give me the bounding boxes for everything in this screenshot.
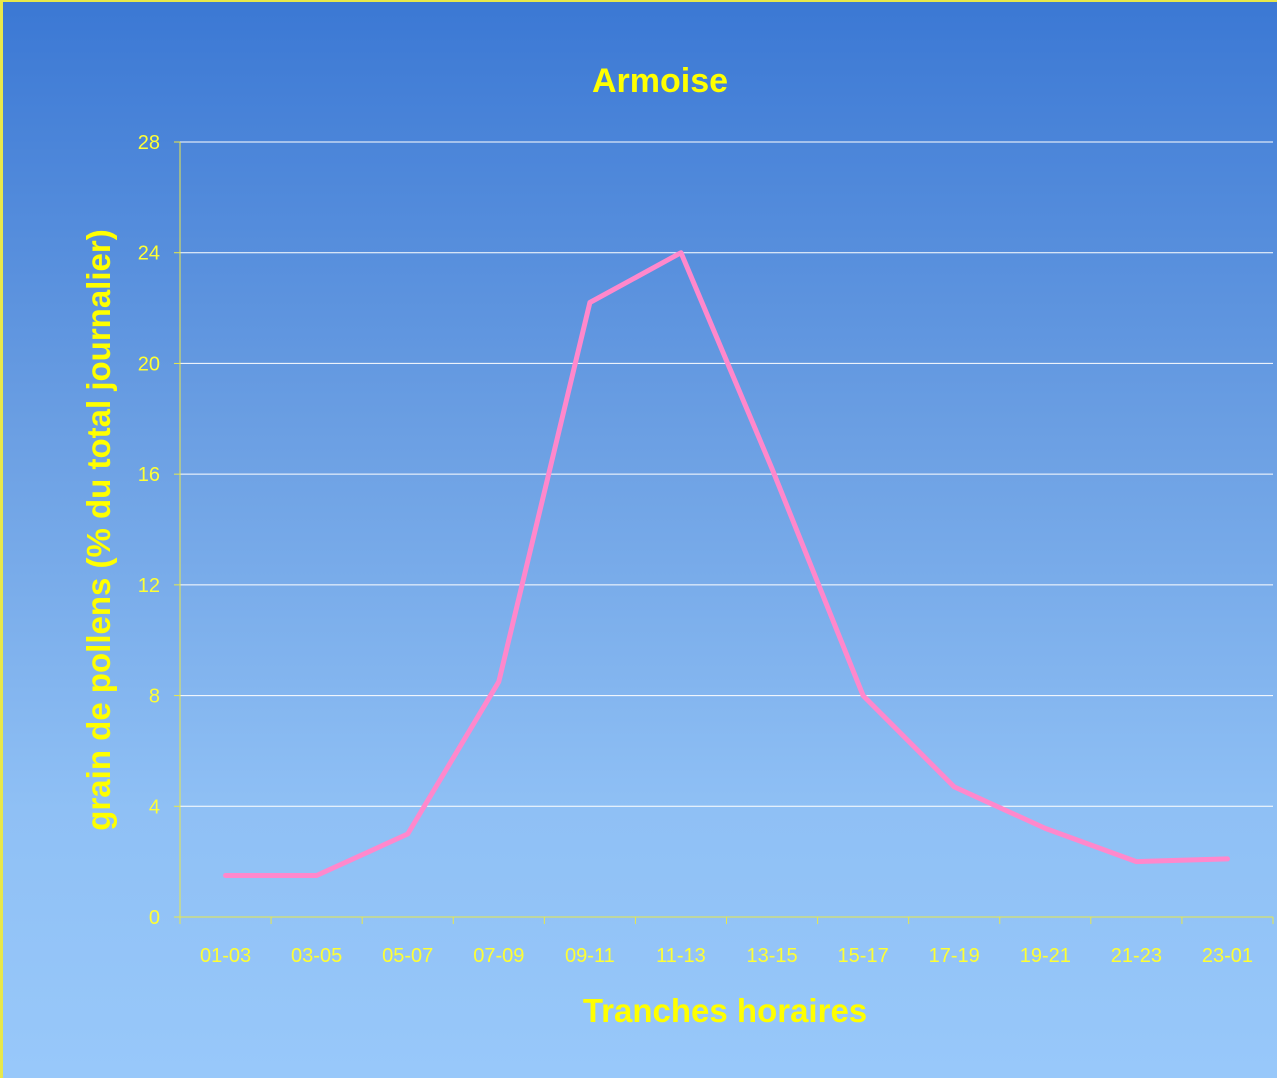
axes <box>174 141 1274 924</box>
x-tick-label: 23-01 <box>1202 945 1253 967</box>
x-axis-title: Tranches horaires <box>583 992 867 1029</box>
x-tick-label: 09-11 <box>565 945 615 967</box>
y-tick-label: 24 <box>138 243 160 265</box>
gridlines <box>180 141 1273 807</box>
series-line-0 <box>223 250 1230 878</box>
chart-title: Armoise <box>592 62 728 100</box>
y-tick-label: 12 <box>138 575 160 597</box>
y-tick-labels: 0 4 8 12 16 20 24 28 <box>138 132 160 929</box>
x-tick-labels: 01-03 03-05 05-07 07-09 09-11 11-13 13-15 15-17… <box>200 945 1253 967</box>
y-tick-label: 28 <box>138 132 160 154</box>
y-tick-label: 0 <box>149 907 160 929</box>
y-axis-title: grain de pollens (% du total journalier) <box>80 229 117 830</box>
y-tick-label: 16 <box>138 464 160 486</box>
y-tick-label: 8 <box>149 686 160 708</box>
x-tick-label: 07-09 <box>473 945 524 967</box>
x-tick-label: 15-17 <box>838 945 889 967</box>
x-tick-label: 05-07 <box>382 945 433 967</box>
y-tick-label: 20 <box>138 353 160 375</box>
x-tick-label: 13-15 <box>746 945 797 967</box>
x-tick-label: 21-23 <box>1111 945 1162 967</box>
x-tick-label: 11-13 <box>656 945 706 967</box>
line-chart: 0 4 8 12 16 20 24 28 01-03 03-05 05-07 07-09 09-11 1… <box>80 62 1274 1029</box>
x-tick-label: 19-21 <box>1020 945 1071 967</box>
x-tick-label: 03-05 <box>291 945 342 967</box>
x-tick-label: 17-19 <box>929 945 980 967</box>
y-tick-label: 4 <box>149 796 160 818</box>
series-lines <box>223 250 1230 878</box>
x-tick-label: 01-03 <box>200 945 251 967</box>
